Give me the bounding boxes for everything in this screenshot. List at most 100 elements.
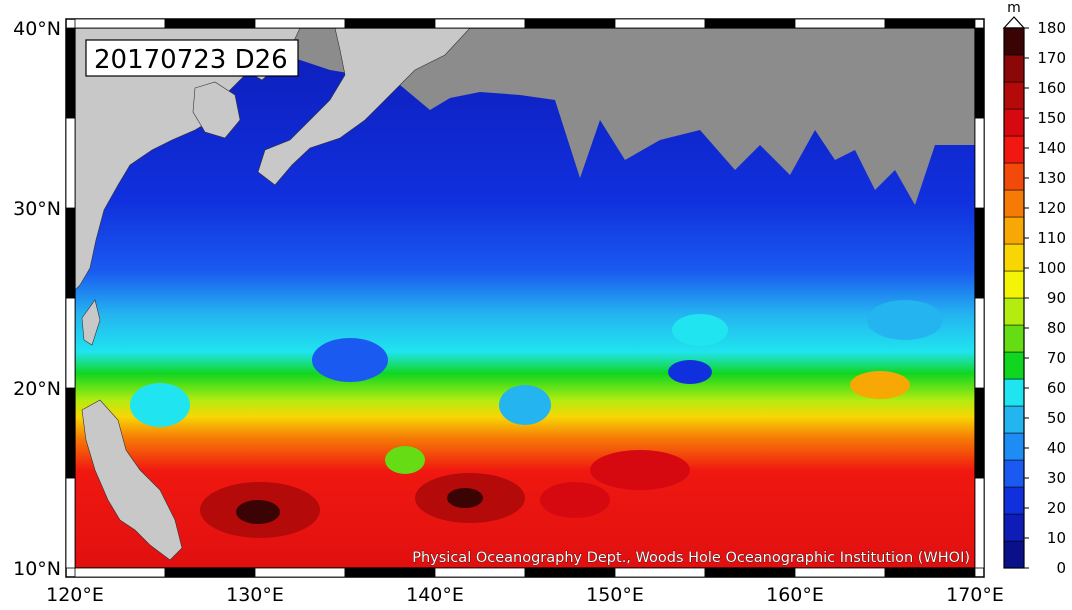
colorbar-tick-label: 130 (1037, 169, 1066, 187)
frame-bar-segment (254, 18, 346, 29)
latitude-tick-label: 40°N (13, 18, 61, 40)
colorbar-cell (1003, 459, 1025, 488)
d26-eddies (130, 300, 943, 538)
colorbar-cell (1003, 297, 1025, 326)
longitude-tick-label: 150°E (586, 584, 644, 606)
frame-bar-segment (65, 387, 76, 479)
frame-bar-segment (164, 567, 256, 578)
colorbar-cell (1003, 108, 1025, 137)
frame-bar-segment (974, 297, 985, 389)
colorbar-cell (1003, 81, 1025, 110)
frame-bar-segment (65, 477, 76, 569)
colorbar-tick-label: 50 (1047, 409, 1066, 427)
longitude-tick-label: 120°E (46, 584, 104, 606)
d26-field (75, 28, 975, 568)
colorbar-over-arrow (1002, 16, 1026, 29)
latitude-tick-label: 30°N (13, 198, 61, 220)
colorbar-cell (1003, 378, 1025, 407)
colorbar-cell (1003, 216, 1025, 245)
colorbar-cell (1003, 405, 1025, 434)
frame-bar-segment (704, 18, 796, 29)
frame-bar-segment (65, 207, 76, 299)
colorbar-tick-label: 40 (1047, 439, 1066, 457)
landmass-taiwan (81, 299, 101, 346)
colorbar-cell (1003, 243, 1025, 272)
colorbar-tick-label: 20 (1047, 499, 1066, 517)
frame-bar-segment (884, 567, 976, 578)
colorbar-tick-label: 0 (1056, 559, 1066, 577)
frame-bar-segment (524, 18, 616, 29)
frame-bar-segment (884, 18, 976, 29)
date-label-box: 20170723 D26 (85, 39, 299, 77)
colorbar-cell (1003, 189, 1025, 218)
frame-bar-segment (74, 18, 166, 29)
frame-bar-segment (614, 18, 706, 29)
colorbar-cell (1003, 432, 1025, 461)
latitude-tick-label: 20°N (13, 378, 61, 400)
frame-bar-segment (65, 117, 76, 209)
colorbar-tick-label: 70 (1047, 349, 1066, 367)
colorbar-tick-label: 10 (1047, 529, 1066, 547)
frame-bar-segment (344, 18, 436, 29)
frame-bar-segment (794, 18, 886, 29)
landmass-japan (257, 28, 471, 186)
latitude-tick-label: 10°N (13, 558, 61, 580)
colorbar-tick-label: 150 (1037, 109, 1066, 127)
landmass-korea (192, 81, 241, 139)
colorbar-tick-label: 140 (1037, 139, 1066, 157)
colorbar-tick-label: 80 (1047, 319, 1066, 337)
frame-bar-segment (974, 387, 985, 479)
latitude-tick-labels: 10°N 20°N 30°N 40°N (13, 18, 61, 580)
date-label: 20170723 D26 (94, 45, 288, 75)
colorbar-cell (1003, 162, 1025, 191)
frame-bar-segment (524, 567, 616, 578)
frame-bar-segment (65, 297, 76, 389)
landmass-philippines (81, 399, 183, 561)
longitude-tick-label: 130°E (226, 584, 284, 606)
frame-bar-segment (614, 567, 706, 578)
colorbar-tick-label: 30 (1047, 469, 1066, 487)
longitude-tick-label: 170°E (946, 584, 1004, 606)
frame-bar-segment (704, 567, 796, 578)
frame-bar-segment (974, 117, 985, 209)
colorbar-tick-label: 100 (1037, 259, 1066, 277)
colorbar-cell (1003, 324, 1025, 353)
colorbar-cell (1003, 351, 1025, 380)
frame-bar-segment (254, 567, 346, 578)
frame-bar-segment (344, 567, 436, 578)
colorbar-cell (1003, 135, 1025, 164)
colorbar: m 18017016015014013012011010090807060504… (1002, 0, 1066, 577)
colorbar-cell (1003, 270, 1025, 299)
longitude-tick-labels: 120°E 130°E 140°E 150°E 160°E 170°E (46, 584, 1004, 606)
colorbar-unit: m (1007, 0, 1021, 16)
colorbar-cell (1003, 486, 1025, 515)
credit-text: Physical Oceanography Dept., Woods Hole … (412, 550, 970, 566)
colorbar-tick-label: 60 (1047, 379, 1066, 397)
frame-bar-segment (974, 477, 985, 569)
longitude-tick-label: 140°E (406, 584, 464, 606)
map-frame (65, 18, 985, 578)
colorbar-tick-label: 110 (1037, 229, 1066, 247)
colorbar-cell (1003, 27, 1025, 56)
land-masses (75, 28, 471, 561)
colorbar-cell (1003, 540, 1025, 569)
frame-bar-segment (65, 27, 76, 119)
missing-data-region (75, 28, 975, 205)
colorbar-tick-label: 120 (1037, 199, 1066, 217)
colorbar-tick-label: 180 (1037, 19, 1066, 37)
frame-bar-segment (974, 27, 985, 119)
frame-bar-segment (434, 18, 526, 29)
colorbar-cell (1003, 513, 1025, 542)
frame-bar-segment (974, 207, 985, 299)
landmass-asia (75, 28, 301, 291)
colorbar-tick-label: 90 (1047, 289, 1066, 307)
frame-bar-segment (74, 567, 166, 578)
colorbar-cell (1003, 54, 1025, 83)
frame-bar-segment (794, 567, 886, 578)
frame-bar-segment (164, 18, 256, 29)
colorbar-tick-label: 160 (1037, 79, 1066, 97)
frame-bar-segment (434, 567, 526, 578)
longitude-tick-label: 160°E (766, 584, 824, 606)
